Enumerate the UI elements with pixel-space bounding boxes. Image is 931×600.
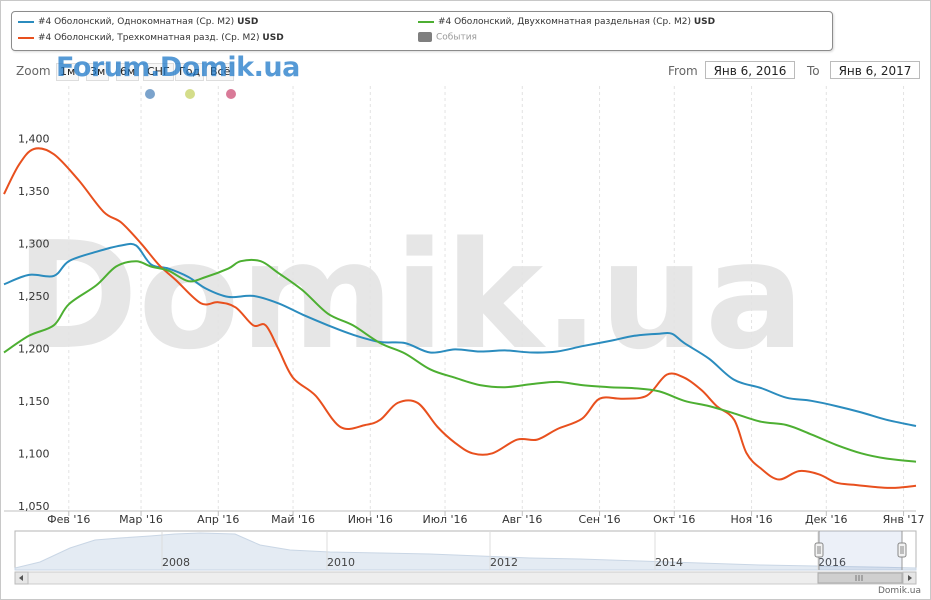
- legend-item-one-room[interactable]: #4 Оболонский, Однокомнатная (Ср. М2) US…: [18, 17, 258, 27]
- domik-watermark: Domik.ua: [15, 210, 804, 382]
- legend-currency: USD: [262, 33, 284, 43]
- arrow-right-icon: [908, 575, 912, 581]
- x-tick-label: Янв '17: [883, 513, 925, 526]
- legend-currency: USD: [693, 17, 716, 27]
- navigator-selection: [819, 531, 902, 570]
- navigator-year-label: 2012: [490, 556, 518, 569]
- legend-swatch: [418, 20, 434, 23]
- x-tick-label: Сен '16: [578, 513, 620, 526]
- to-label: To: [807, 64, 820, 78]
- legend-item-events[interactable]: События: [418, 32, 477, 43]
- legend-label: #4 Оболонский, Однокомнатная (Ср. М2): [38, 17, 235, 27]
- zoom-year-button[interactable]: Год: [175, 63, 205, 81]
- event-marker-dot[interactable]: [145, 89, 155, 99]
- navigator-area: [14, 532, 917, 571]
- arrow-left-icon: [19, 575, 23, 581]
- x-tick-label: Апр '16: [197, 513, 239, 526]
- series-line-three-room: [3, 147, 917, 489]
- legend-currency: USD: [237, 17, 259, 27]
- x-tick-label: Ноя '16: [730, 513, 772, 526]
- legend-item-three-room[interactable]: #4 Оболонский, Трехкомнатная разд. (Ср. …: [18, 33, 284, 43]
- series-line-one-room: [3, 242, 917, 427]
- footer-credit: Domik.ua: [878, 586, 921, 596]
- y-tick-label: 1,200: [18, 342, 50, 355]
- legend-item-two-room[interactable]: #4 Оболонский, Двухкомнатная раздельная …: [418, 17, 715, 27]
- legend-label: #4 Оболонский, Двухкомнатная раздельная …: [438, 17, 691, 27]
- x-tick-label: Июл '16: [423, 513, 468, 526]
- legend-swatch: [18, 36, 34, 39]
- scrollbar-thumb[interactable]: [817, 572, 903, 584]
- from-label: From: [668, 64, 698, 78]
- legend: #4 Оболонский, Однокомнатная (Ср. М2) US…: [11, 11, 833, 51]
- events-swatch: [418, 32, 432, 42]
- x-tick-label: Мар '16: [119, 513, 163, 526]
- zoom-all-button[interactable]: Всё: [206, 63, 235, 81]
- zoom-3m-button[interactable]: 3м: [86, 63, 110, 81]
- y-tick-label: 1,050: [18, 500, 50, 513]
- navigator-year-label: 2010: [327, 556, 355, 569]
- scrollbar-track: [14, 571, 917, 585]
- y-tick-label: 1,250: [18, 290, 50, 303]
- y-tick-label: 1,100: [18, 447, 50, 460]
- x-tick-label: Окт '16: [653, 513, 695, 526]
- x-tick-label: Дек '16: [805, 513, 848, 526]
- navigator-handle[interactable]: [814, 542, 824, 558]
- x-tick-label: Фев '16: [47, 513, 90, 526]
- from-date-input[interactable]: Янв 6, 2016: [705, 61, 795, 79]
- navigator-year-label: 2016: [818, 556, 846, 569]
- navigator-handle[interactable]: [897, 542, 907, 558]
- event-marker-dot[interactable]: [185, 89, 195, 99]
- event-marker-dot[interactable]: [226, 89, 236, 99]
- y-tick-label: 1,400: [18, 132, 50, 145]
- navigator-year-label: 2008: [162, 556, 190, 569]
- legend-label: События: [436, 32, 477, 43]
- x-tick-label: Июн '16: [348, 513, 393, 526]
- legend-label: #4 Оболонский, Трехкомнатная разд. (Ср. …: [38, 33, 260, 43]
- y-tick-label: 1,150: [18, 395, 50, 408]
- y-tick-label: 1,300: [18, 237, 50, 250]
- x-tick-label: Май '16: [271, 513, 315, 526]
- y-tick-label: 1,350: [18, 185, 50, 198]
- navigator-year-label: 2014: [655, 556, 683, 569]
- to-date-input[interactable]: Янв 6, 2017: [830, 61, 920, 79]
- zoom-6m-button[interactable]: 6м: [116, 63, 140, 81]
- zoom-1m-button[interactable]: 1м: [56, 63, 80, 81]
- x-tick-label: Авг '16: [502, 513, 542, 526]
- zoom-label: Zoom: [16, 64, 51, 78]
- series-line-two-room: [3, 259, 917, 463]
- zoom-ytd-button[interactable]: СНГ: [143, 63, 174, 81]
- forum-watermark: Forum.Domik.ua: [56, 52, 300, 83]
- legend-swatch: [18, 20, 34, 23]
